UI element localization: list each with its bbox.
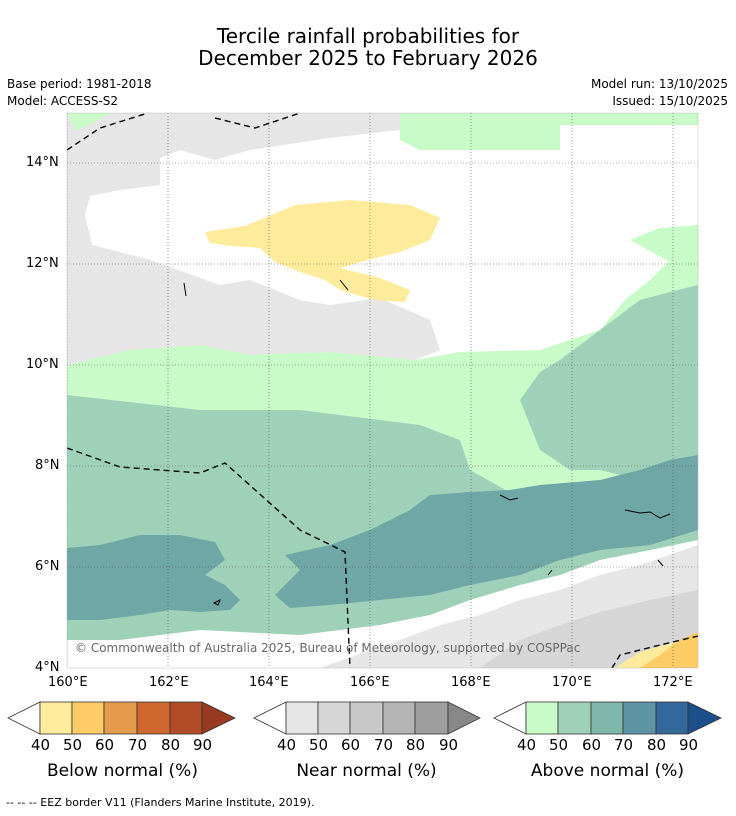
legend-below-low-arrow bbox=[7, 701, 41, 735]
lon-label: 166°E bbox=[350, 675, 390, 690]
legend-above-high-arrow bbox=[687, 701, 722, 735]
legend-below-swatch bbox=[169, 701, 203, 735]
above-normal-strip-top bbox=[400, 113, 698, 150]
legend-below-tick: 70 bbox=[128, 736, 148, 754]
legend-below-tick: 40 bbox=[31, 736, 51, 754]
legend-near-tick: 70 bbox=[374, 736, 394, 754]
base-period: Base period: 1981-2018 bbox=[7, 77, 152, 91]
legend-below-tick: 80 bbox=[161, 736, 181, 754]
legend-near-low-arrow bbox=[253, 701, 287, 735]
lat-label: 4°N bbox=[35, 660, 60, 675]
legend-near-label: Near normal (%) bbox=[296, 761, 437, 781]
legend-above-low-arrow bbox=[493, 701, 527, 735]
gridlines bbox=[67, 113, 698, 668]
legend-near-swatch bbox=[349, 701, 384, 735]
probability-fields: © Commonwealth of Australia 2025, Bureau… bbox=[67, 113, 698, 668]
legend-near-bar bbox=[253, 701, 481, 735]
eez-footnote: -- -- -- EEZ border V11 (Flanders Marine… bbox=[6, 796, 315, 809]
above-normal-region-right bbox=[630, 225, 698, 262]
legend-below-tick: 60 bbox=[95, 736, 115, 754]
legend-above-tick: 40 bbox=[517, 736, 537, 754]
above-normal-top-left bbox=[67, 113, 110, 130]
near-normal-region-south-inner bbox=[480, 590, 698, 668]
legend-near-tick: 60 bbox=[341, 736, 361, 754]
legend-below-swatch bbox=[136, 701, 171, 735]
legend-near-swatch bbox=[285, 701, 319, 735]
legend-below-tick: 50 bbox=[63, 736, 83, 754]
lon-label: 172°E bbox=[653, 675, 693, 690]
legend-above-swatch bbox=[525, 701, 559, 735]
legend-near-tick: 50 bbox=[309, 736, 329, 754]
legend-above-tick: 50 bbox=[549, 736, 569, 754]
chart-title-line1: Tercile rainfall probabilities for bbox=[216, 24, 520, 48]
legend-near-tick: 80 bbox=[406, 736, 426, 754]
legend-above-bar bbox=[493, 701, 722, 735]
lon-label: 164°E bbox=[249, 675, 289, 690]
legend-above-swatch bbox=[590, 701, 624, 735]
lat-label: 12°N bbox=[26, 256, 59, 271]
near-normal-region-north bbox=[67, 113, 440, 365]
islands bbox=[183, 279, 671, 606]
legend-near-tick: 40 bbox=[277, 736, 297, 754]
lat-label: 8°N bbox=[35, 458, 60, 473]
legend-near-tick: 90 bbox=[439, 736, 459, 754]
map-frame bbox=[66, 112, 699, 669]
legend-above-swatch bbox=[655, 701, 689, 735]
below-normal-region bbox=[205, 200, 440, 302]
model-name: Model: ACCESS-S2 bbox=[7, 94, 119, 108]
legend-below-bar bbox=[7, 701, 236, 735]
legend-above-tick: 80 bbox=[647, 736, 667, 754]
legend-below-tick: 90 bbox=[193, 736, 213, 754]
legend-below-label: Below normal (%) bbox=[47, 761, 198, 781]
lat-label: 6°N bbox=[35, 559, 60, 574]
legend-above-swatch bbox=[557, 701, 592, 735]
legend-above-tick: 90 bbox=[679, 736, 699, 754]
legend-near-high-arrow bbox=[447, 701, 481, 735]
legend-above-label: Above normal (%) bbox=[530, 761, 685, 781]
legend-above-tick: 70 bbox=[614, 736, 634, 754]
legend-near-swatch bbox=[382, 701, 416, 735]
lon-label: 168°E bbox=[451, 675, 491, 690]
model-run-date: Model run: 13/10/2025 bbox=[590, 77, 728, 91]
legend-below-high-arrow bbox=[201, 701, 236, 735]
below-normal-corner-light bbox=[615, 640, 680, 668]
lat-label: 14°N bbox=[26, 155, 59, 170]
legend-below-swatch bbox=[71, 701, 105, 735]
legend-above-swatch bbox=[622, 701, 657, 735]
issued-date: Issued: 15/10/2025 bbox=[612, 94, 728, 108]
lat-label: 10°N bbox=[26, 357, 59, 372]
eez-borders bbox=[67, 113, 698, 668]
lon-label: 162°E bbox=[149, 675, 189, 690]
legend-below-swatch bbox=[39, 701, 73, 735]
above-normal-region-60 bbox=[67, 535, 240, 620]
lon-label: 170°E bbox=[552, 675, 592, 690]
legend-near-swatch bbox=[317, 701, 351, 735]
chart-title-line2: December 2025 to February 2026 bbox=[198, 46, 538, 70]
lon-label: 160°E bbox=[48, 675, 88, 690]
legend-near-swatch bbox=[414, 701, 449, 735]
legend-below-swatch bbox=[103, 701, 138, 735]
map-copyright: © Commonwealth of Australia 2025, Bureau… bbox=[75, 641, 580, 655]
legend-above-tick: 60 bbox=[582, 736, 602, 754]
above-normal-region-60-east bbox=[275, 455, 698, 608]
